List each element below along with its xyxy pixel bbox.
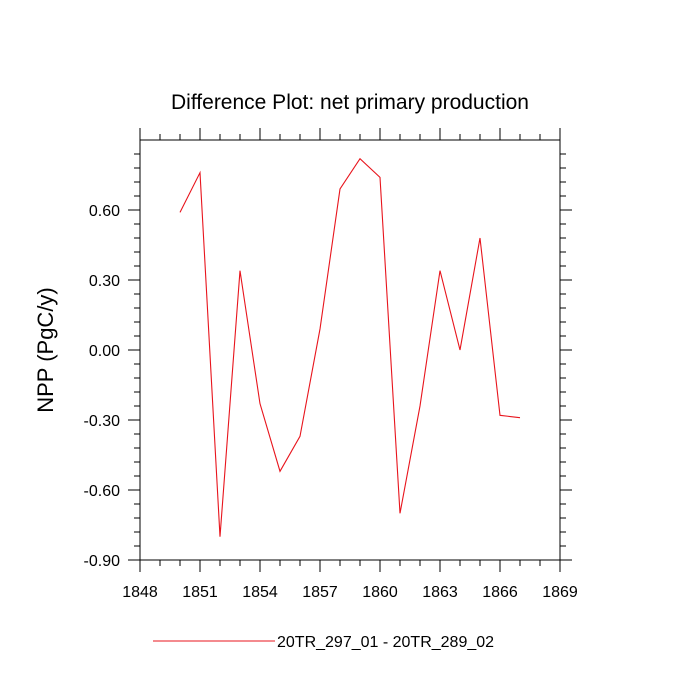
x-tick-label: 1869 <box>542 584 578 601</box>
plot-frame <box>139 139 561 561</box>
x-tick-label: 1857 <box>302 584 338 601</box>
x-tick-label: 1866 <box>482 584 518 601</box>
x-tick-label: 1848 <box>122 584 158 601</box>
x-tick-label: 1851 <box>182 584 218 601</box>
tick-labels: 1848 1851 1854 1857 1860 1863 1866 1869 -0.90 -0.… <box>84 203 578 601</box>
x-tick-label: 1854 <box>242 584 278 601</box>
x-tick-label: 1860 <box>362 584 398 601</box>
y-tick-label: -0.60 <box>84 483 121 500</box>
y-axis-label: NPP (PgC/y) <box>33 287 58 413</box>
legend: 20TR_297_01 - 20TR_289_02 <box>153 634 494 651</box>
y-tick-label: 0.60 <box>89 203 120 220</box>
plot-border <box>139 139 561 561</box>
legend-label: 20TR_297_01 - 20TR_289_02 <box>277 634 494 651</box>
x-tick-label: 1863 <box>422 584 458 601</box>
y-tick-label: 0.00 <box>89 343 120 360</box>
y-tick-label: 0.30 <box>89 273 120 290</box>
y-tick-label: -0.90 <box>84 553 121 570</box>
axis-ticks <box>128 128 572 572</box>
y-tick-label: -0.30 <box>84 413 121 430</box>
series-line-0 <box>179 157 521 537</box>
chart-title: Difference Plot: net primary production <box>171 91 529 114</box>
series-layer <box>179 157 521 537</box>
